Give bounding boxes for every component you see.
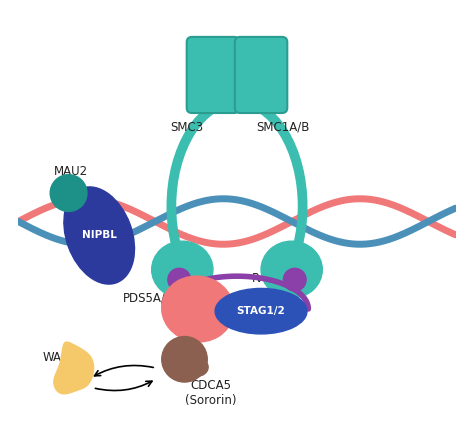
FancyBboxPatch shape [187, 37, 239, 113]
Circle shape [283, 268, 306, 291]
FancyBboxPatch shape [235, 37, 287, 113]
Text: SMC1A/B: SMC1A/B [256, 121, 310, 134]
Text: SMC3: SMC3 [170, 121, 203, 134]
Ellipse shape [162, 276, 234, 342]
Ellipse shape [152, 241, 213, 298]
Ellipse shape [185, 358, 208, 377]
Circle shape [50, 175, 87, 211]
Text: NIPBL: NIPBL [82, 230, 117, 241]
Text: RAD21: RAD21 [252, 272, 292, 285]
Circle shape [168, 268, 191, 291]
Ellipse shape [64, 187, 135, 284]
Text: PDS5A/B: PDS5A/B [123, 291, 174, 304]
Polygon shape [54, 342, 93, 394]
Text: STAG1/2: STAG1/2 [237, 306, 285, 316]
Circle shape [162, 337, 207, 382]
Ellipse shape [261, 241, 322, 298]
Ellipse shape [215, 288, 307, 334]
Text: MAU2: MAU2 [54, 165, 88, 178]
Text: CDCA5
(Sororin): CDCA5 (Sororin) [185, 379, 237, 407]
Text: WAPL: WAPL [42, 350, 75, 364]
